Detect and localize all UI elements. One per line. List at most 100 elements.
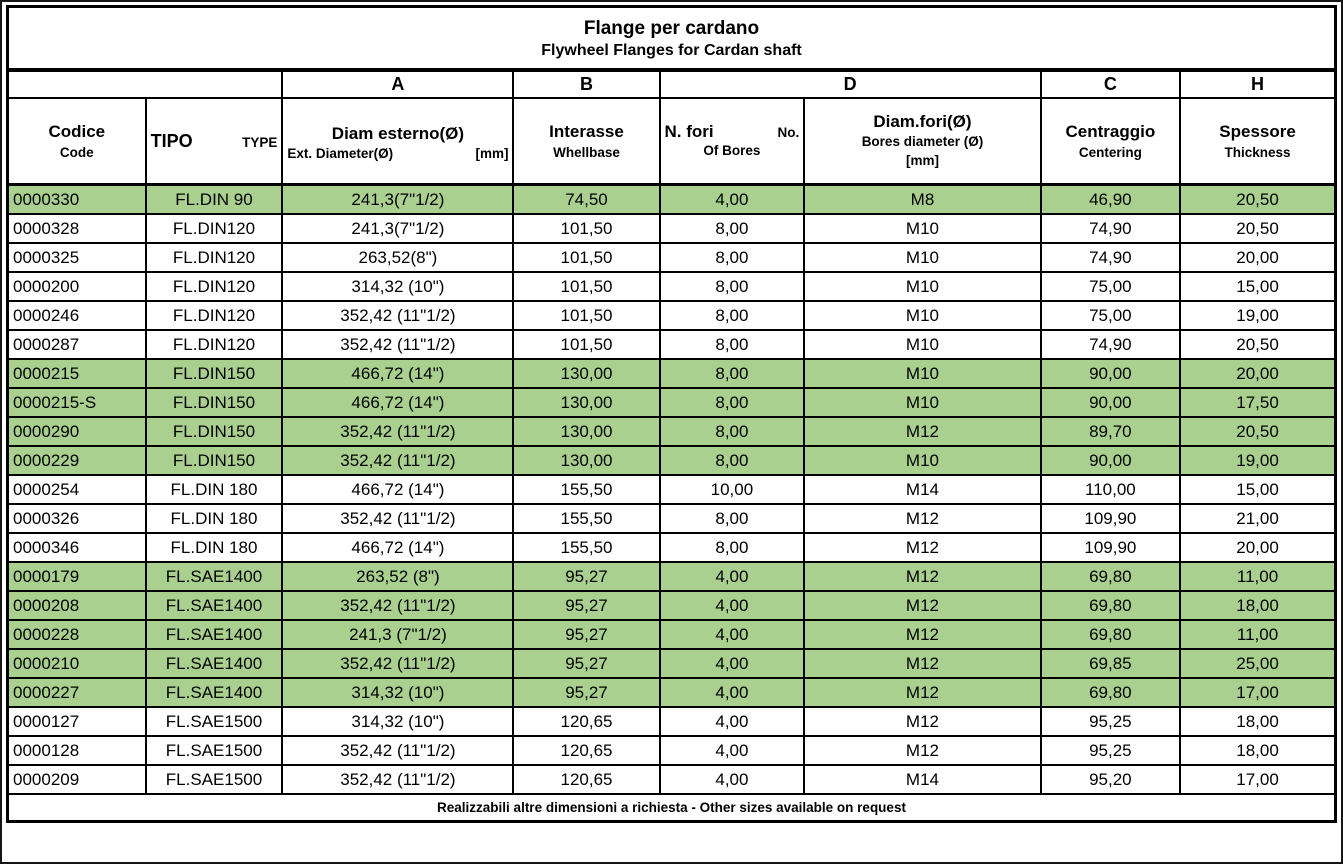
cell-n-bores: 8,00 xyxy=(658,503,806,534)
cell-centering: 75,00 xyxy=(1039,300,1182,331)
cell-bore-diameter: M8 xyxy=(803,183,1042,215)
cell-n-bores: 8,00 xyxy=(658,242,806,273)
table-row: 0000254 FL.DIN 180 466,72 (14") 155,50 10,00… xyxy=(6,474,1337,505)
cell-n-bores: 4,00 xyxy=(658,561,806,592)
cell-thickness: 11,00 xyxy=(1179,561,1337,592)
cell-thickness: 25,00 xyxy=(1179,648,1337,679)
cell-wheelbase: 101,50 xyxy=(512,300,661,331)
cell-tipo: FL.DIN150 xyxy=(144,445,284,476)
cell-centering: 69,80 xyxy=(1039,619,1182,650)
cell-n-bores: 4,00 xyxy=(658,764,806,795)
column-header-diam-fori: Diam.fori(Ø) Bores diameter (Ø) [mm] xyxy=(803,97,1042,186)
cell-tipo: FL.DIN120 xyxy=(144,271,284,302)
cell-thickness: 17,00 xyxy=(1179,764,1337,795)
cell-code: 0000209 xyxy=(6,764,147,795)
cell-n-bores: 8,00 xyxy=(658,445,806,476)
cell-n-bores: 8,00 xyxy=(658,329,806,360)
table-title: Flange per cardano Flywheel Flanges for … xyxy=(6,5,1337,72)
table-row: 0000179 FL.SAE1400 263,52 (8") 95,27 4,00 M12… xyxy=(6,561,1337,592)
column-group-h: H xyxy=(1179,69,1337,99)
cell-wheelbase: 155,50 xyxy=(512,474,661,505)
column-group-blank xyxy=(6,69,284,99)
cell-centering: 69,85 xyxy=(1039,648,1182,679)
cell-centering: 69,80 xyxy=(1039,677,1182,708)
cell-ext-diameter: 352,42 (11"1/2) xyxy=(281,764,515,795)
table-row: 0000326 FL.DIN 180 352,42 (11"1/2) 155,50 8,… xyxy=(6,503,1337,534)
cell-n-bores: 4,00 xyxy=(658,735,806,766)
cell-ext-diameter: 352,42 (11"1/2) xyxy=(281,416,515,447)
column-header-codice: Codice Code xyxy=(6,97,147,186)
cell-n-bores: 8,00 xyxy=(658,358,806,389)
cell-n-bores: 4,00 xyxy=(658,619,806,650)
cell-bore-diameter: M14 xyxy=(803,474,1042,505)
cell-centering: 75,00 xyxy=(1039,271,1182,302)
cell-tipo: FL.DIN120 xyxy=(144,242,284,273)
table-row: 0000328 FL.DIN120 241,3(7"1/2) 101,50 8,00 M1… xyxy=(6,213,1337,244)
table-row: 0000210 FL.SAE1400 352,42 (11"1/2) 95,27 4,0… xyxy=(6,648,1337,679)
cell-code: 0000210 xyxy=(6,648,147,679)
table-body: 0000330 FL.DIN 90 241,3(7"1/2) 74,50 4,00 M8 4… xyxy=(6,183,1337,795)
cell-ext-diameter: 466,72 (14") xyxy=(281,387,515,418)
cell-tipo: FL.SAE1400 xyxy=(144,561,284,592)
cell-thickness: 19,00 xyxy=(1179,300,1337,331)
cell-n-bores: 4,00 xyxy=(658,183,806,215)
cell-centering: 69,80 xyxy=(1039,590,1182,621)
cell-ext-diameter: 314,32 (10") xyxy=(281,677,515,708)
table-row: 0000325 FL.DIN120 263,52(8") 101,50 8,00 M10 7… xyxy=(6,242,1337,273)
cell-wheelbase: 101,50 xyxy=(512,242,661,273)
cell-code: 0000325 xyxy=(6,242,147,273)
cell-wheelbase: 101,50 xyxy=(512,213,661,244)
column-group-a: A xyxy=(281,69,515,99)
cell-thickness: 20,50 xyxy=(1179,213,1337,244)
cell-bore-diameter: M12 xyxy=(803,532,1042,563)
cell-tipo: FL.DIN 180 xyxy=(144,474,284,505)
cell-centering: 90,00 xyxy=(1039,358,1182,389)
table-row: 0000209 FL.SAE1500 352,42 (11"1/2) 120,65 4,… xyxy=(6,764,1337,795)
cell-centering: 74,90 xyxy=(1039,329,1182,360)
cell-n-bores: 4,00 xyxy=(658,706,806,737)
column-header-n-fori: N. fori No. Of Bores xyxy=(658,97,806,186)
cell-ext-diameter: 241,3(7"1/2) xyxy=(281,213,515,244)
table-row: 0000127 FL.SAE1500 314,32 (10") 120,65 4,00 M… xyxy=(6,706,1337,737)
cell-centering: 109,90 xyxy=(1039,532,1182,563)
cell-bore-diameter: M10 xyxy=(803,387,1042,418)
cell-wheelbase: 120,65 xyxy=(512,735,661,766)
cell-code: 0000328 xyxy=(6,213,147,244)
cell-bore-diameter: M12 xyxy=(803,590,1042,621)
cell-ext-diameter: 466,72 (14") xyxy=(281,358,515,389)
cell-ext-diameter: 352,42 (11"1/2) xyxy=(281,648,515,679)
column-header-row: Codice Code TIPO TYPE Diam esterno(Ø) Ex… xyxy=(6,97,1337,186)
table-row: 0000215-S FL.DIN150 466,72 (14") 130,00 8,00… xyxy=(6,387,1337,418)
cell-thickness: 19,00 xyxy=(1179,445,1337,476)
cell-bore-diameter: M14 xyxy=(803,764,1042,795)
cell-thickness: 18,00 xyxy=(1179,735,1337,766)
cell-ext-diameter: 241,3(7"1/2) xyxy=(281,183,515,215)
cell-code: 0000287 xyxy=(6,329,147,360)
cell-wheelbase: 95,27 xyxy=(512,619,661,650)
cell-bore-diameter: M12 xyxy=(803,735,1042,766)
cell-tipo: FL.DIN150 xyxy=(144,358,284,389)
cell-thickness: 20,00 xyxy=(1179,242,1337,273)
cell-wheelbase: 95,27 xyxy=(512,561,661,592)
cell-tipo: FL.SAE1500 xyxy=(144,735,284,766)
cell-thickness: 15,00 xyxy=(1179,474,1337,505)
cell-n-bores: 8,00 xyxy=(658,300,806,331)
cell-code: 0000228 xyxy=(6,619,147,650)
cell-tipo: FL.SAE1400 xyxy=(144,677,284,708)
column-header-interasse: Interasse Whellbase xyxy=(512,97,661,186)
table-row: 0000200 FL.DIN120 314,32 (10") 101,50 8,00 M1… xyxy=(6,271,1337,302)
cell-tipo: FL.SAE1500 xyxy=(144,764,284,795)
cell-thickness: 20,50 xyxy=(1179,416,1337,447)
cell-bore-diameter: M12 xyxy=(803,648,1042,679)
cell-ext-diameter: 352,42 (11"1/2) xyxy=(281,590,515,621)
cell-thickness: 20,50 xyxy=(1179,183,1337,215)
cell-tipo: FL.DIN120 xyxy=(144,329,284,360)
cell-wheelbase: 130,00 xyxy=(512,445,661,476)
column-header-diam-esterno: Diam esterno(Ø) Ext. Diameter(Ø) [mm] xyxy=(281,97,515,186)
cell-code: 0000326 xyxy=(6,503,147,534)
cell-thickness: 15,00 xyxy=(1179,271,1337,302)
cell-tipo: FL.DIN150 xyxy=(144,387,284,418)
cell-code: 0000290 xyxy=(6,416,147,447)
cell-n-bores: 8,00 xyxy=(658,387,806,418)
